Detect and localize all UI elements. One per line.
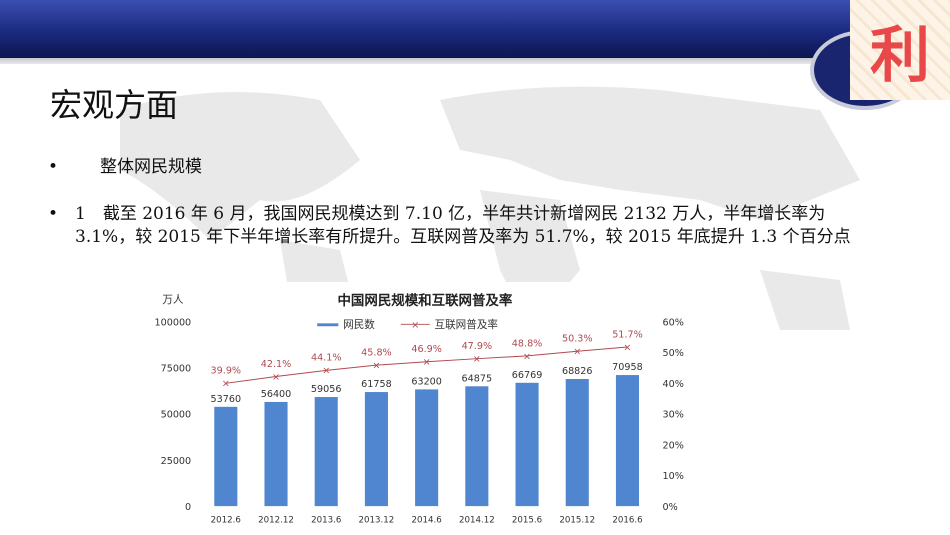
header-bar [0,0,950,58]
line-data-label: 51.7% [612,329,643,340]
x-tick-label: 2013.6 [311,515,341,525]
bullet-text: 1 截至 2016 年 6 月，我国网民规模达到 7.10 亿，半年共计新增网民… [75,204,851,247]
chart: 中国网民规模和互联网普及率 万人 0 25000 50000 75000 100000 0% 1… [150,282,695,534]
line-point-marker: × [623,342,631,353]
bar [314,397,338,507]
line-point-marker: × [322,366,330,377]
bar [615,375,640,507]
bullet-marker: • [48,204,59,224]
left-tick-label: 0 [185,502,191,513]
x-tick-label: 2015.6 [512,515,542,525]
x-tick-label: 2013.12 [359,515,395,525]
line-data-label: 50.3% [562,334,593,345]
bar-data-label: 66769 [512,370,543,381]
bar [565,379,589,507]
header-divider [0,58,950,64]
logo-text: 利 [870,20,930,91]
right-tick-label: 10% [662,471,683,482]
bar-data-label: 64875 [462,373,493,384]
right-tick-label: 20% [662,440,683,451]
bar [465,386,489,507]
x-tick-label: 2016.6 [612,515,642,525]
bullet-item: • 整体网民规模 [48,152,202,177]
bar [214,406,238,507]
line-data-label: 42.1% [261,359,292,370]
line-data-label: 47.9% [462,341,493,352]
bar [264,401,288,507]
line-point-marker: × [423,357,431,368]
bar [415,389,439,507]
right-tick-label: 60% [662,317,683,328]
left-tick-label: 100000 [154,317,191,328]
bar [364,392,388,507]
bar-data-label: 61758 [361,379,392,390]
line-point-marker: × [372,361,380,372]
legend-line-marker: × [411,320,419,331]
line-data-label: 46.9% [411,344,442,355]
x-tick-label: 2012.12 [258,515,294,525]
bar-data-label: 68826 [562,366,593,377]
line-point-marker: × [573,347,581,358]
bar-data-label: 63200 [411,377,442,388]
line-point-marker: × [523,351,531,362]
right-tick-label: 50% [662,348,683,359]
left-tick-label: 75000 [161,363,192,374]
right-tick-label: 40% [662,379,683,390]
x-tick-label: 2014.6 [412,515,442,525]
x-tick-label: 2012.6 [211,515,241,525]
legend-bar-swatch [317,323,339,327]
bar-data-label: 56400 [261,389,292,400]
bar-data-label: 70958 [612,362,643,373]
bar-data-label: 59056 [311,384,342,395]
right-tick-label: 30% [662,410,683,421]
bullet-text: 整体网民规模 [100,157,203,177]
line-data-label: 48.8% [512,338,543,349]
slide-title: 宏观方面 [50,86,179,124]
line-point-marker: × [222,379,230,390]
bullet-item: • 1 截至 2016 年 6 月，我国网民规模达到 7.10 亿，半年共计新增网… [48,203,888,249]
x-tick-label: 2015.12 [559,515,595,525]
logo: 利 [850,0,950,100]
line-data-label: 45.8% [361,348,392,359]
legend-label-bar: 网民数 [343,318,375,331]
x-tick-label: 2014.12 [459,515,495,525]
chart-title: 中国网民规模和互联网普及率 [337,292,512,309]
bullet-marker: • [48,157,59,177]
left-tick-label: 50000 [161,410,192,421]
line-point-marker: × [272,372,280,383]
line-data-label: 39.9% [211,366,242,377]
left-axis-label: 万人 [162,294,184,306]
bar-data-label: 53760 [211,394,242,405]
line-series [225,346,628,384]
left-tick-label: 25000 [161,456,192,467]
right-tick-label: 0% [662,502,677,513]
legend-label-line: 互联网普及率 [435,318,499,331]
line-data-label: 44.1% [311,353,342,364]
line-point-marker: × [473,354,481,365]
bar [515,382,539,507]
